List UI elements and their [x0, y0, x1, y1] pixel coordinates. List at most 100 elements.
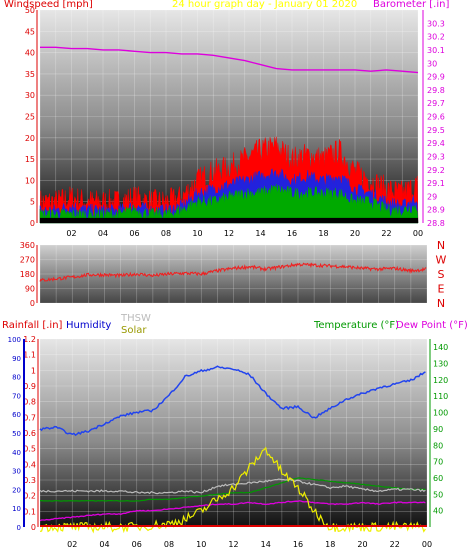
temperature-y-tick: 50 — [433, 490, 443, 499]
barometer-y-tick: 29.9 — [427, 73, 445, 82]
wind-x-tick: 16 — [287, 229, 297, 238]
direction-y-tick: 0 — [30, 299, 35, 308]
rain-y-tick: 1 — [31, 366, 36, 375]
wind-x-tick: 12 — [224, 229, 234, 238]
rain-y-tick: 0.5 — [23, 445, 36, 454]
barometer-y-tick: 29.2 — [427, 166, 445, 175]
rain-y-tick: 0.8 — [23, 398, 36, 407]
lower-x-tick: 16 — [293, 540, 303, 549]
wind-y-tick: 40 — [25, 49, 35, 58]
wind-calm-band — [40, 217, 418, 223]
humidity-y-tick: 60 — [12, 411, 21, 419]
humidity-series — [39, 365, 426, 437]
temperature-y-tick: 100 — [433, 409, 448, 418]
graph-title: 24 hour graph day - January 01 2020 — [172, 0, 358, 10]
rain-y-tick: 0.3 — [23, 476, 36, 485]
solar-series — [39, 446, 426, 534]
barometer-y-tick: 29.7 — [427, 99, 445, 108]
rain-y-tick: 0.7 — [23, 413, 36, 422]
temperature-y-tick: 80 — [433, 441, 443, 450]
compass-label: W — [436, 254, 447, 267]
rainfall-axis-title: Rainfall [.in] — [2, 320, 63, 331]
lower-x-tick: 20 — [357, 540, 367, 549]
lower-x-tick: 14 — [261, 540, 271, 549]
temperature-y-tick: 90 — [433, 425, 443, 434]
lower-x-tick: 12 — [228, 540, 238, 549]
windspeed-axis-title: Windspeed [mph] — [4, 0, 93, 10]
lower-x-tick: 04 — [99, 540, 109, 549]
humidity-y-tick: 90 — [12, 355, 21, 363]
temperature-y-tick: 140 — [433, 343, 448, 352]
barometer-y-tick: 29.8 — [427, 86, 445, 95]
barometer-series — [40, 46, 419, 74]
direction-y-tick: 360 — [20, 241, 35, 250]
wind-y-tick: 20 — [25, 134, 35, 143]
wind-x-tick: 08 — [161, 229, 171, 238]
rain-y-tick: 0.4 — [23, 460, 36, 469]
lower-x-tick: 08 — [164, 540, 174, 549]
rain-y-tick: 0.1 — [23, 507, 36, 516]
wind-y-tick: 5 — [30, 198, 35, 207]
barometer-axis-title: Barometer [.in] — [373, 0, 450, 10]
humidity-y-tick: 10 — [12, 505, 21, 513]
temperature-y-tick: 60 — [433, 474, 443, 483]
lower-x-tick: 06 — [132, 540, 142, 549]
wind-y-tick: 35 — [25, 70, 35, 79]
rain-y-tick: 1.2 — [23, 335, 36, 344]
wind-y-tick: 0 — [30, 219, 35, 228]
direction-series — [39, 262, 427, 282]
rain-y-tick: 0 — [31, 523, 36, 532]
wind-y-tick: 15 — [25, 155, 35, 164]
lower-x-tick: 00 — [422, 540, 432, 549]
temperature-series — [39, 477, 426, 502]
compass-label: N — [437, 297, 445, 310]
temperature-y-tick: 130 — [433, 360, 448, 369]
compass-label: S — [438, 268, 445, 281]
humidity-axis-title: Humidity — [66, 320, 112, 331]
barometer-y-tick: 30.2 — [427, 33, 445, 42]
temperature-y-tick: 70 — [433, 458, 443, 467]
compass-label: E — [438, 283, 445, 296]
rain-y-tick: 0.2 — [23, 492, 36, 501]
wind-x-tick: 10 — [192, 229, 202, 238]
lower-x-tick: 10 — [196, 540, 206, 549]
wind-x-tick: 00 — [413, 229, 423, 238]
wind-x-tick: 18 — [318, 229, 328, 238]
thsw-series — [39, 478, 426, 495]
compass-label: N — [437, 239, 445, 252]
rain-y-tick: 0.6 — [23, 429, 36, 438]
humidity-y-tick: 70 — [12, 392, 21, 400]
barometer-y-tick: 30 — [427, 59, 437, 68]
barometer-y-tick: 29 — [427, 192, 437, 201]
humidity-y-tick: 40 — [12, 449, 21, 457]
dewpoint-series — [39, 500, 426, 522]
humidity-y-tick: 0 — [17, 524, 21, 532]
solar-label: Solar — [121, 325, 147, 336]
barometer-y-tick: 29.6 — [427, 113, 445, 122]
humidity-y-tick: 20 — [12, 486, 21, 494]
direction-y-tick: 90 — [25, 285, 35, 294]
temperature-y-tick: 110 — [433, 392, 448, 401]
humidity-y-tick: 50 — [12, 430, 21, 438]
lower-x-tick: 18 — [325, 540, 335, 549]
thsw-label: THSW — [121, 313, 151, 324]
wind-x-tick: 20 — [350, 229, 360, 238]
barometer-y-tick: 28.8 — [427, 219, 445, 228]
barometer-y-tick: 30.1 — [427, 46, 445, 55]
barometer-y-tick: 29.3 — [427, 152, 445, 161]
humidity-y-tick: 30 — [12, 468, 21, 476]
wind-y-tick: 50 — [25, 6, 35, 15]
wind-x-tick: 14 — [255, 229, 265, 238]
barometer-y-tick: 29.4 — [427, 139, 445, 148]
barometer-y-tick: 30.3 — [427, 19, 445, 28]
temperature-axis-title: Temperature (°F) — [314, 320, 400, 331]
humidity-y-tick: 80 — [12, 374, 21, 382]
wind-x-tick: 22 — [381, 229, 391, 238]
wind-x-tick: 06 — [129, 229, 139, 238]
rain-y-tick: 0.9 — [23, 382, 36, 391]
barometer-y-tick: 29.5 — [427, 126, 445, 135]
dewpoint-axis-title: Dew Point (°F) — [396, 320, 468, 331]
wind-y-tick: 30 — [25, 91, 35, 100]
